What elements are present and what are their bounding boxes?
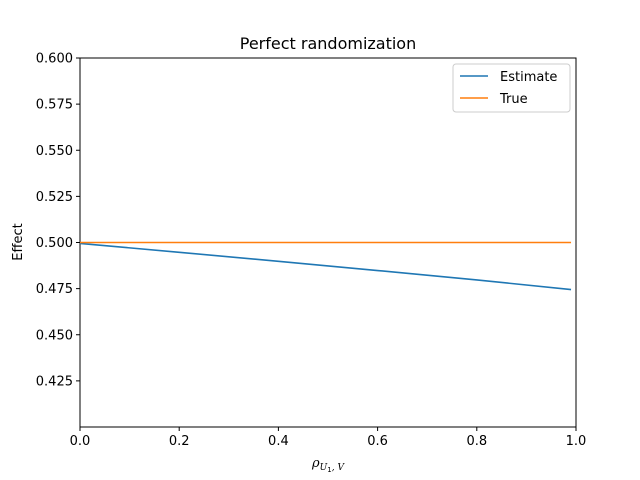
y-axis-label: Effect: [11, 223, 26, 260]
chart-title: Perfect randomization: [240, 34, 416, 53]
y-tick-label: 0.475: [36, 282, 73, 297]
series-layer: [79, 241, 572, 291]
x-tick-label: 0.4: [268, 434, 289, 449]
y-tick-label: 0.575: [36, 98, 73, 113]
legend-items: Estimate True: [460, 70, 557, 107]
y-axis-ticks: 0.425 0.450 0.475 0.500 0.525 0.550 0.575 0.600: [36, 52, 80, 389]
y-tick-label: 0.550: [36, 144, 73, 159]
x-axis-label-subscript-main: U: [320, 463, 328, 473]
x-axis-label: ρU1, V: [311, 456, 345, 474]
x-axis-label-symbol: ρ: [311, 456, 320, 471]
x-tick-label: 0.8: [466, 434, 487, 449]
x-axis-ticks: 0.0 0.2 0.4 0.6 0.8 1.0: [70, 427, 587, 449]
x-axis-label-subscript-rest: , V: [332, 463, 346, 473]
x-axis-label-subscript-index: 1: [327, 466, 331, 474]
y-tick-label: 0.525: [36, 190, 73, 205]
legend-label-estimate: Estimate: [500, 70, 557, 85]
series-line-estimate: [79, 242, 572, 291]
legend-label-true: True: [499, 92, 528, 107]
x-tick-label: 1.0: [566, 434, 587, 449]
x-tick-label: 0.2: [169, 434, 190, 449]
x-tick-label: 0.0: [70, 434, 91, 449]
y-tick-label: 0.425: [36, 374, 73, 389]
x-tick-label: 0.6: [367, 434, 388, 449]
svg-text:ρU1, V: ρU1, V: [311, 456, 345, 474]
legend: Estimate True: [452, 63, 571, 113]
y-tick-label: 0.450: [36, 328, 73, 343]
y-tick-label: 0.600: [36, 52, 73, 67]
y-tick-label: 0.500: [36, 236, 73, 251]
